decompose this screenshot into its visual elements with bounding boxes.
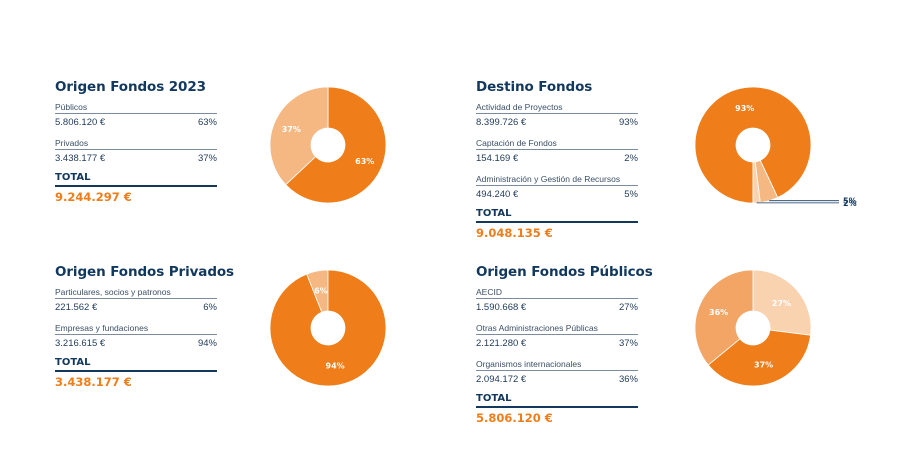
panel-title: Origen Fondos Públicos [476, 264, 653, 280]
donut-slice [752, 269, 812, 336]
row-particulares: Particulares, socios y patronos 221.562 … [55, 287, 217, 313]
slice-label: 27% [772, 299, 791, 308]
total-block: TOTAL 9.048.135 € [476, 208, 638, 240]
total-block: TOTAL 5.806.120 € [476, 393, 638, 425]
row-percent: 94% [197, 338, 217, 349]
donut-chart-origen-fondos-2023: 63% 37% [269, 86, 387, 204]
row-percent: 36% [618, 374, 638, 385]
row-percent: 6% [203, 302, 217, 313]
row-label: Otras Administraciones Públicas [476, 323, 638, 335]
row-actividad-proyectos: Actividad de Proyectos 8.399.726 € 93% [476, 102, 638, 128]
row-values: 3.216.615 € 94% [55, 335, 217, 349]
row-amount: 8.399.726 € [476, 117, 527, 128]
row-label: Administración y Gestión de Recursos [476, 174, 638, 186]
panel-origen-fondos-privados: Origen Fondos Privados Particulares, soc… [55, 264, 234, 389]
row-label: Públicos [55, 102, 217, 114]
row-label: Privados [55, 138, 217, 150]
row-values: 5.806.120 € 63% [55, 114, 217, 128]
slice-label: 94% [326, 361, 345, 370]
panel-title: Origen Fondos Privados [55, 264, 234, 280]
row-amount: 494.240 € [476, 189, 519, 200]
slice-label: 2% [843, 199, 857, 208]
total-value: 5.806.120 € [476, 411, 553, 425]
total-value: 3.438.177 € [55, 375, 132, 389]
panel-title: Origen Fondos 2023 [55, 79, 206, 95]
panel-origen-fondos-publicos: Origen Fondos Públicos AECID 1.590.668 €… [476, 264, 653, 425]
row-amount: 5.806.120 € [55, 117, 106, 128]
row-values: 221.562 € 6% [55, 299, 217, 313]
row-amount: 3.216.615 € [55, 338, 106, 349]
row-empresas: Empresas y fundaciones 3.216.615 € 94% [55, 323, 217, 349]
slice-label: 63% [355, 157, 374, 166]
donut-slice [285, 86, 387, 204]
row-amount: 3.438.177 € [55, 153, 106, 164]
slice-label: 6% [314, 287, 328, 296]
row-percent: 37% [618, 338, 638, 349]
row-label: Particulares, socios y patronos [55, 287, 217, 299]
panel-destino-fondos: Destino Fondos Actividad de Proyectos 8.… [476, 79, 638, 240]
row-values: 1.590.668 € 27% [476, 299, 638, 313]
slice-label: 37% [754, 360, 773, 369]
row-label: Organismos internacionales [476, 359, 638, 371]
donut-slice [694, 269, 754, 366]
row-values: 8.399.726 € 93% [476, 114, 638, 128]
slice-label: 5% [843, 197, 857, 206]
row-values: 2.094.172 € 36% [476, 371, 638, 385]
row-percent: 2% [624, 153, 638, 164]
row-label: AECID [476, 287, 638, 299]
row-percent: 27% [618, 302, 638, 313]
row-label: Actividad de Proyectos [476, 102, 638, 114]
slice-label: 93% [735, 104, 754, 113]
row-amount: 154.169 € [476, 153, 519, 164]
total-value: 9.244.297 € [55, 190, 132, 204]
slice-label: 36% [709, 308, 728, 317]
row-administracion: Administración y Gestión de Recursos 494… [476, 174, 638, 200]
row-otras-administraciones: Otras Administraciones Públicas 2.121.28… [476, 323, 638, 349]
row-percent: 37% [197, 153, 217, 164]
donut-slice [269, 269, 387, 387]
row-organismos-internacionales: Organismos internacionales 2.094.172 € 3… [476, 359, 638, 385]
row-amount: 221.562 € [55, 302, 98, 313]
row-label: Empresas y fundaciones [55, 323, 217, 335]
total-block: TOTAL 9.244.297 € [55, 172, 217, 204]
row-percent: 63% [197, 117, 217, 128]
total-label: TOTAL [55, 172, 217, 187]
total-label: TOTAL [476, 208, 638, 223]
total-label: TOTAL [55, 357, 217, 372]
row-percent: 93% [618, 117, 638, 128]
row-amount: 1.590.668 € [476, 302, 527, 313]
row-values: 2.121.280 € 37% [476, 335, 638, 349]
donut-slice [269, 86, 329, 186]
donut-chart-origen-fondos-privados: 6% 94% [269, 269, 387, 387]
row-publicos: Públicos 5.806.120 € 63% [55, 102, 217, 128]
row-values: 154.169 € 2% [476, 150, 638, 164]
row-values: 3.438.177 € 37% [55, 150, 217, 164]
donut-chart-destino-fondos: 93% 5%2% [694, 86, 857, 208]
row-percent: 5% [624, 189, 638, 200]
slice-label: 37% [282, 125, 301, 134]
row-privados: Privados 3.438.177 € 37% [55, 138, 217, 164]
total-value: 9.048.135 € [476, 226, 553, 240]
panel-title: Destino Fondos [476, 79, 593, 95]
row-amount: 2.121.280 € [476, 338, 527, 349]
donut-chart-origen-fondos-publicos: 27% 37% 36% [694, 269, 812, 387]
row-values: 494.240 € 5% [476, 186, 638, 200]
row-label: Captación de Fondos [476, 138, 638, 150]
row-captacion-fondos: Captación de Fondos 154.169 € 2% [476, 138, 638, 164]
total-block: TOTAL 3.438.177 € [55, 357, 217, 389]
panel-origen-fondos-2023: Origen Fondos 2023 Públicos 5.806.120 € … [55, 79, 217, 204]
row-aecid: AECID 1.590.668 € 27% [476, 287, 638, 313]
total-label: TOTAL [476, 393, 638, 408]
row-amount: 2.094.172 € [476, 374, 527, 385]
donut-slice [694, 86, 812, 204]
